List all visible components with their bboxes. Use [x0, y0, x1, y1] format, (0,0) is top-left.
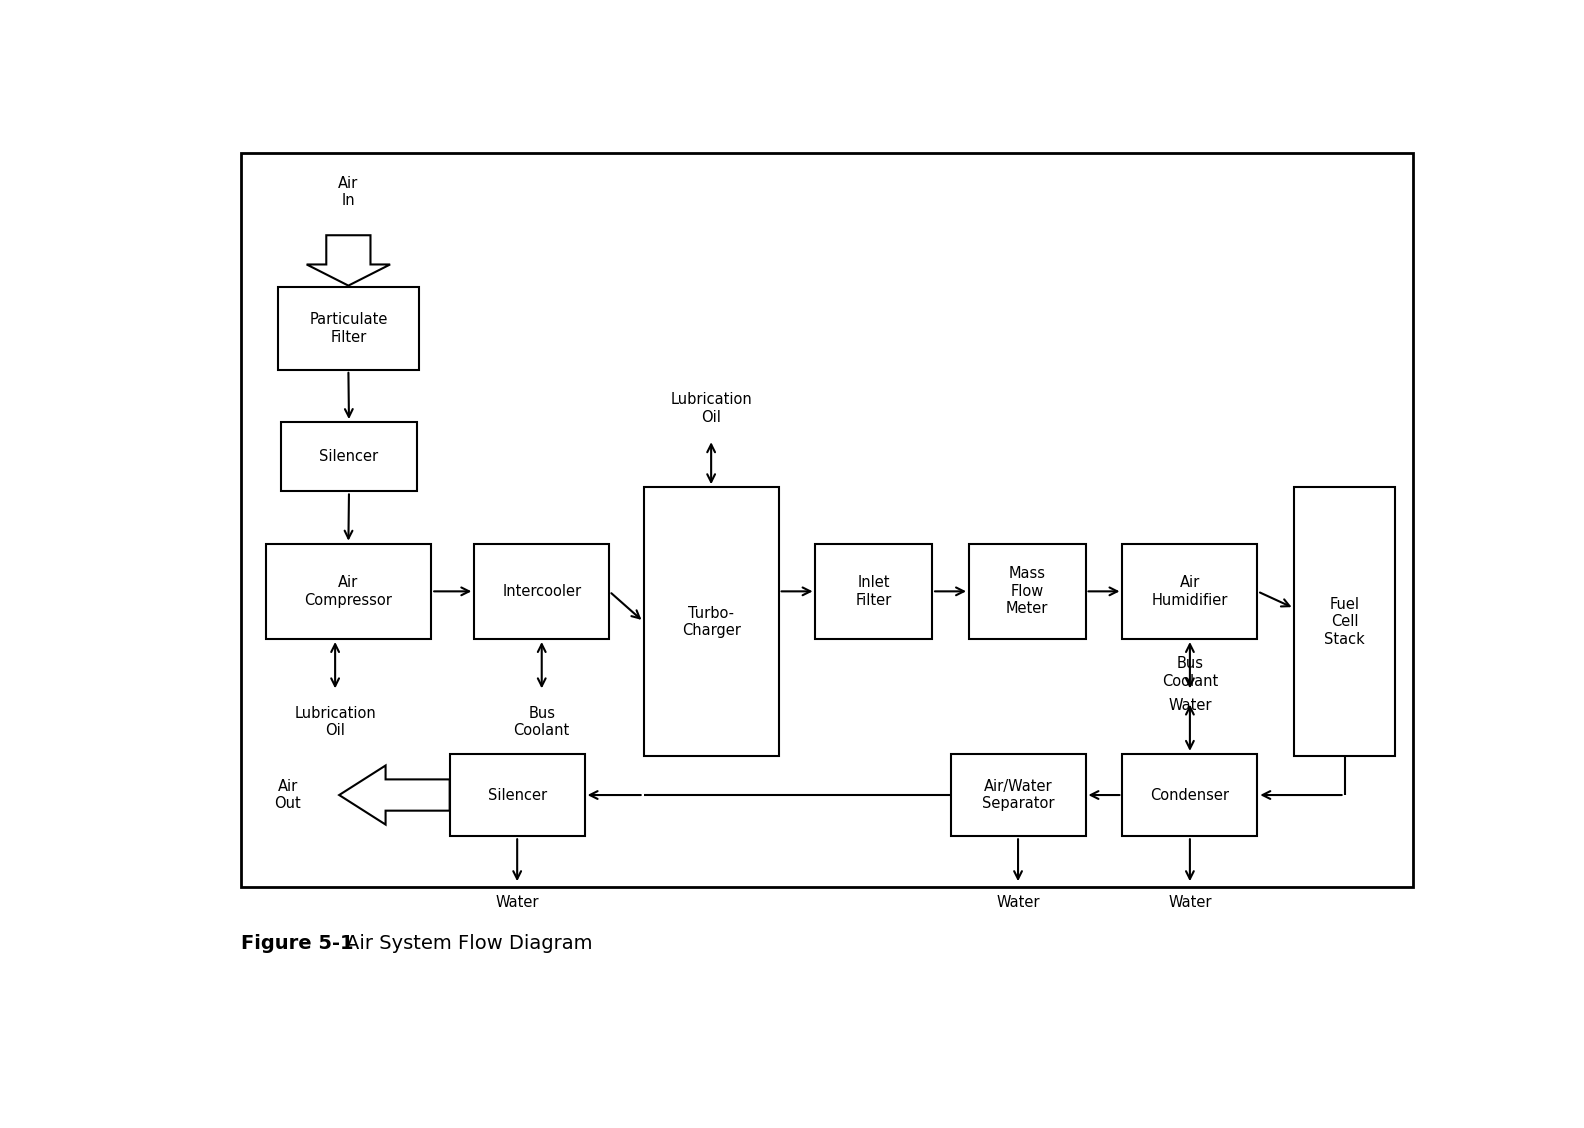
Text: Bus
Coolant: Bus Coolant [513, 706, 570, 739]
Text: Water: Water [1167, 896, 1212, 910]
Text: Water: Water [496, 896, 539, 910]
Text: Silencer: Silencer [320, 449, 379, 465]
Text: Turbo-
Charger: Turbo- Charger [681, 606, 741, 638]
Bar [450, 754, 584, 836]
Polygon shape [307, 236, 390, 285]
Bar [816, 544, 931, 640]
Text: Water: Water [996, 896, 1039, 910]
Bar [474, 544, 610, 640]
Text: Lubrication
Oil: Lubrication Oil [670, 393, 752, 424]
Bar [969, 544, 1085, 640]
Text: Air
Humidifier: Air Humidifier [1152, 575, 1228, 608]
Bar [266, 544, 431, 640]
Bar [241, 152, 1413, 887]
Text: Lubrication
Oil: Lubrication Oil [295, 706, 375, 739]
Text: Inlet
Filter: Inlet Filter [855, 575, 892, 608]
Text: Water: Water [1167, 698, 1212, 713]
Bar [282, 422, 417, 492]
Text: Intercooler: Intercooler [502, 584, 581, 599]
Polygon shape [339, 766, 450, 825]
Bar [1123, 544, 1258, 640]
Text: Air System Flow Diagram: Air System Flow Diagram [347, 934, 592, 953]
Bar [277, 288, 418, 370]
Bar [1123, 754, 1258, 836]
Bar [950, 754, 1085, 836]
Text: Air/Water
Separator: Air/Water Separator [982, 778, 1055, 811]
Text: Bus
Coolant: Bus Coolant [1161, 656, 1218, 688]
Text: Fuel
Cell
Stack: Fuel Cell Stack [1324, 597, 1365, 646]
Text: Silencer: Silencer [488, 787, 546, 802]
Bar [643, 487, 779, 757]
Bar [1294, 487, 1396, 757]
Text: Condenser: Condenser [1150, 787, 1229, 802]
Text: Mass
Flow
Meter: Mass Flow Meter [1006, 566, 1049, 616]
Text: Particulate
Filter: Particulate Filter [309, 312, 388, 345]
Text: Air
Out: Air Out [274, 778, 301, 811]
Text: Air
Compressor: Air Compressor [304, 575, 393, 608]
Text: Figure 5-1: Figure 5-1 [241, 934, 360, 953]
Text: Air
In: Air In [339, 176, 358, 208]
